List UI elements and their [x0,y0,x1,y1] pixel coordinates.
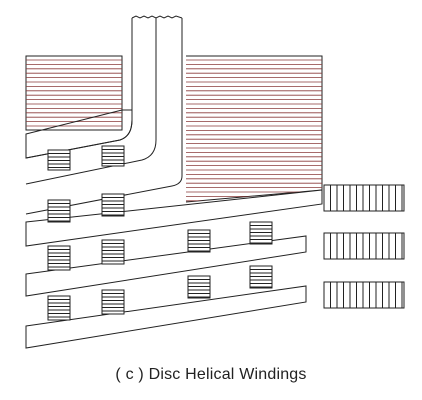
side-spacer-block [323,184,405,212]
figure-caption: ( c ) Disc Helical Windings [115,366,307,383]
spacer-blocks [47,145,273,321]
side-spacer-block [323,232,405,260]
right-hatched-block [185,55,323,203]
side-spacer-blocks [323,184,405,309]
left-hatched-block [25,55,123,131]
disc-bars [25,109,323,349]
side-spacer-block [323,281,405,309]
